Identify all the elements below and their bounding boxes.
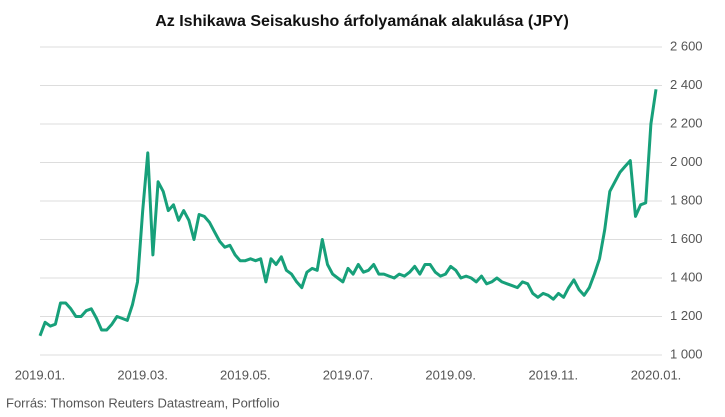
x-tick-label: 2019.07. [323, 367, 374, 382]
y-tick-label: 1 800 [670, 192, 703, 207]
y-tick-label: 2 000 [670, 154, 703, 169]
source: Forrás: Thomson Reuters Datastream, Port… [6, 395, 280, 410]
x-tick-label: 2019.09. [425, 367, 476, 382]
x-tick-label: 2019.05. [220, 367, 271, 382]
y-tick-label: 2 200 [670, 115, 703, 130]
x-tick-label: 2019.11. [529, 367, 579, 382]
x-tick-label: 2019.03. [117, 367, 168, 382]
x-tick-label: 2020.01. [631, 367, 682, 382]
y-tick-label: 1 600 [670, 231, 703, 246]
y-tick-label: 2 600 [670, 38, 703, 53]
y-tick-label: 1 000 [670, 346, 703, 361]
y-tick-label: 1 400 [670, 269, 703, 284]
x-tick-label: 2019.01. [15, 367, 66, 382]
y-tick-label: 2 400 [670, 77, 703, 92]
y-tick-label: 1 200 [670, 308, 703, 323]
price-line [38, 89, 658, 337]
chart-title: Az Ishikawa Seisakusho árfolyamának alak… [155, 13, 569, 30]
